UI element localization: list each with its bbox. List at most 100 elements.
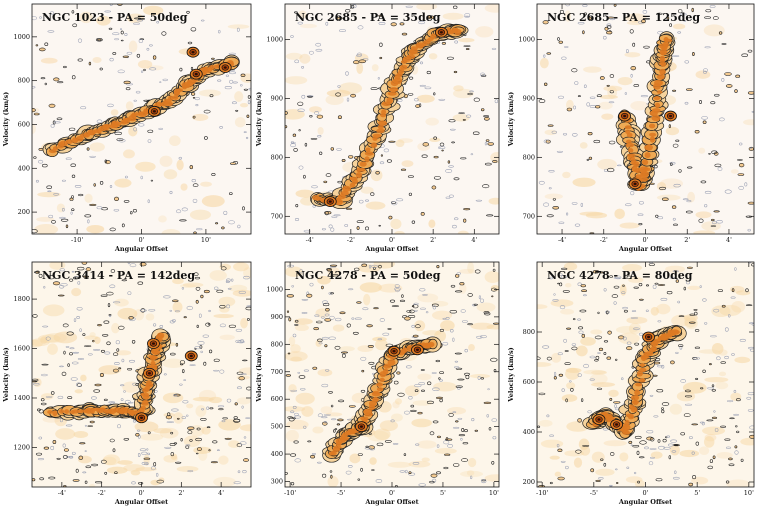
emission-contour-level-3 [316,196,322,201]
emission-contour-level-3 [378,120,388,126]
noise-contour [114,196,120,201]
negative-noise-contour [112,32,120,36]
negative-noise-contour [39,16,42,19]
emission-contour-level-3 [638,378,646,383]
noise-wash [431,300,449,307]
noise-contour [238,376,245,381]
y-axis-label: Velocity (km/s) [2,92,10,147]
negative-noise-contour [721,78,725,82]
noise-contour [702,120,707,124]
noise-contour [668,455,671,460]
negative-noise-contour [432,305,437,310]
negative-noise-contour [226,304,231,309]
noise-contour [747,201,754,205]
noise-contour [51,220,56,224]
noise-wash [373,428,391,441]
negative-noise-contour [61,179,66,182]
negative-noise-contour [564,46,569,48]
noise-contour [409,76,414,80]
noise-wash [186,403,194,409]
negative-noise-contour [418,20,425,25]
noise-contour [206,426,211,429]
noise-contour [324,318,332,322]
noise-contour [432,420,439,424]
emission-contour-level-3 [334,198,344,206]
noise-contour [78,455,84,460]
noise-contour [307,95,313,98]
emission-contour-level-3 [415,42,425,49]
emission-contour-level-3 [639,367,647,373]
negative-noise-contour [183,379,187,381]
noise-contour [439,328,445,332]
noise-wash [378,283,403,293]
noise-contour [408,192,413,196]
noise-contour [633,286,639,289]
y-tick-label: 400 [523,428,535,436]
negative-noise-contour [240,84,243,87]
x-tick-label: 10' [201,236,211,244]
negative-noise-contour [603,168,609,172]
noise-wash [325,94,344,106]
negative-noise-contour [375,479,383,483]
negative-noise-contour [79,328,82,332]
noise-wash [365,201,386,210]
negative-noise-contour [470,475,473,480]
noise-contour [464,429,468,433]
noise-contour [170,352,176,356]
noise-contour [303,174,306,179]
negative-noise-contour [71,270,75,273]
y-axis-label: Velocity (km/s) [255,347,263,402]
negative-noise-contour [77,281,81,285]
noise-wash [589,373,608,385]
noise-contour [564,362,571,365]
negative-noise-contour [139,448,147,452]
noise-contour [170,452,175,457]
noise-wash [618,332,640,345]
negative-noise-contour [744,182,748,187]
noise-contour [118,325,125,330]
noise-contour [704,16,711,19]
negative-noise-contour [297,108,305,112]
noise-contour [94,383,102,387]
noise-contour [400,168,407,171]
negative-noise-contour [162,78,168,82]
negative-noise-contour [87,353,93,356]
noise-contour [336,423,341,426]
x-axis-label: Angular Offset [618,498,672,506]
noise-contour [50,391,55,395]
negative-noise-contour [450,329,454,333]
noise-contour [75,468,79,473]
noise-contour [749,434,754,439]
noise-contour [417,411,423,415]
negative-noise-contour [680,379,686,383]
emission-peak-center [415,348,419,352]
noise-contour [571,68,578,73]
emission-contour-level-3 [342,185,352,192]
negative-noise-contour [109,4,113,6]
negative-noise-contour [710,335,717,338]
noise-contour [335,92,341,97]
negative-noise-contour [448,165,454,168]
negative-noise-contour [653,415,659,418]
negative-noise-contour [126,51,133,55]
noise-contour [82,333,86,336]
noise-contour [47,275,55,280]
negative-noise-contour [96,206,103,210]
noise-contour [203,109,211,114]
noise-contour [441,42,447,45]
noise-wash [162,358,185,368]
noise-wash [89,142,105,152]
noise-wash [579,211,603,216]
negative-noise-contour [43,285,46,289]
negative-noise-contour [642,10,648,14]
noise-contour [185,445,190,449]
negative-noise-contour [685,280,691,285]
negative-noise-contour [219,126,223,129]
noise-contour [65,224,69,229]
y-axis-label: Velocity (km/s) [507,347,515,402]
noise-wash [150,479,161,486]
negative-noise-contour [138,39,144,43]
negative-noise-contour [311,453,316,455]
negative-noise-contour [195,104,199,107]
noise-wash [695,211,712,219]
